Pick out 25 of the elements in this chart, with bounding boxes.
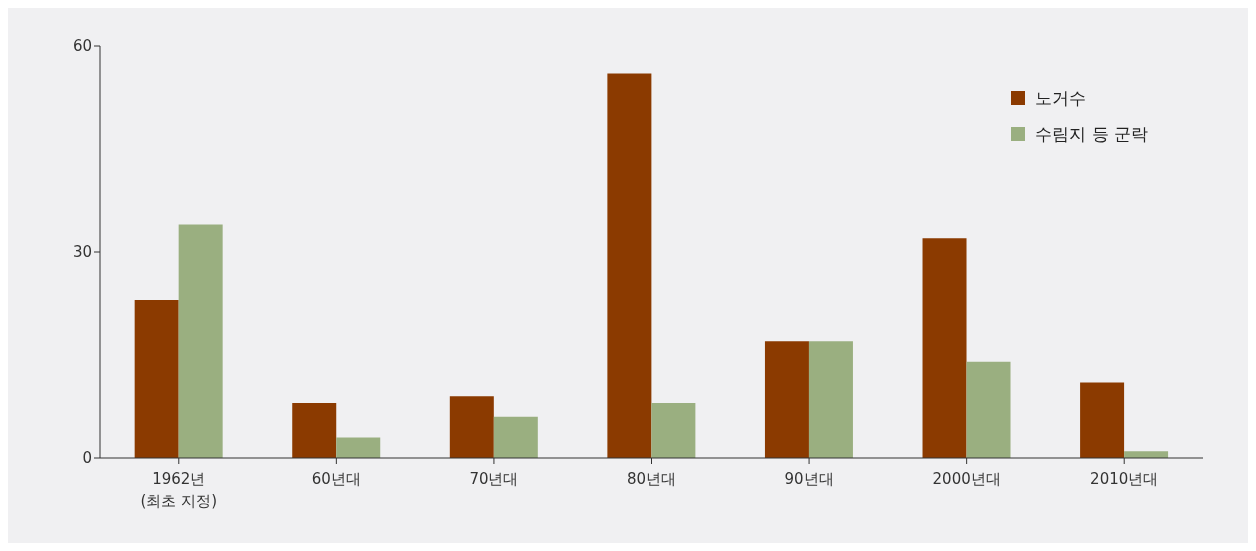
y-tick-label: 60 — [72, 37, 92, 56]
x-tick-label: 60년대 — [311, 470, 361, 488]
bar — [336, 437, 381, 458]
bar — [134, 300, 179, 458]
bar — [449, 396, 494, 458]
x-tick-label: 2010년대 — [1090, 470, 1159, 488]
bar — [493, 416, 538, 458]
bar — [764, 341, 809, 458]
bar — [966, 361, 1011, 458]
bar — [808, 341, 853, 458]
x-tick-label: 80년대 — [626, 470, 677, 488]
legend-label: 노거수 — [1035, 86, 1087, 110]
bar — [1080, 382, 1125, 458]
bar — [607, 73, 652, 458]
x-tick-label: 90년대 — [784, 470, 834, 488]
bar — [178, 224, 223, 458]
x-tick-label: 1962년 (최초 지정) — [140, 470, 218, 510]
bar — [922, 238, 967, 458]
x-tick-label: 2000년대 — [932, 470, 1001, 488]
bar — [651, 403, 696, 458]
y-tick-label: 30 — [72, 243, 92, 262]
bar — [292, 403, 337, 458]
x-tick-label: 70년대 — [469, 470, 519, 488]
legend-label: 수림지 등 군락 — [1035, 122, 1148, 146]
y-tick-label: 0 — [82, 449, 92, 468]
